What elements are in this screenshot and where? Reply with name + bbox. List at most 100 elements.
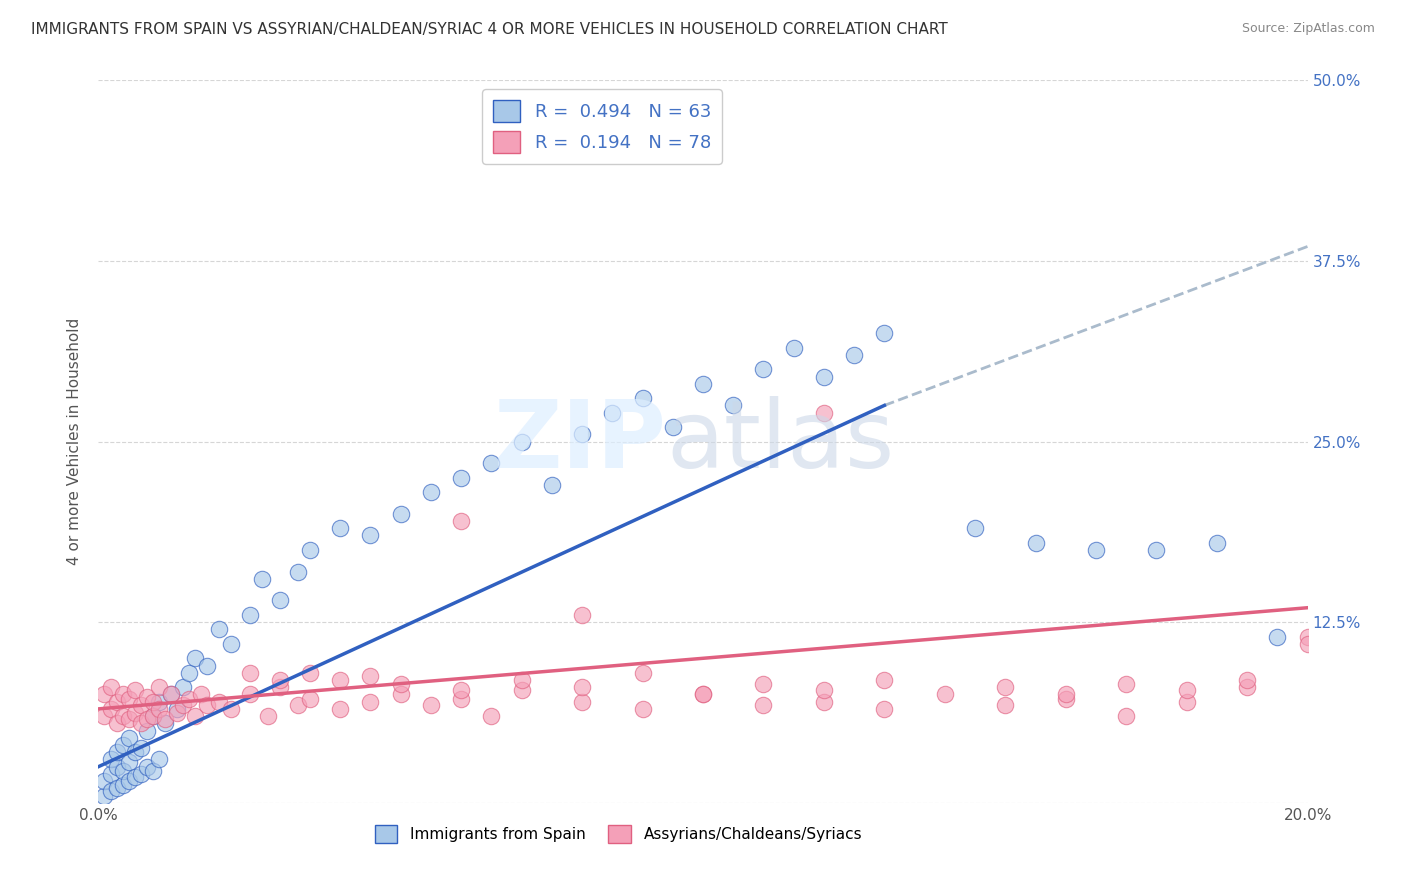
Text: IMMIGRANTS FROM SPAIN VS ASSYRIAN/CHALDEAN/SYRIAC 4 OR MORE VEHICLES IN HOUSEHOL: IMMIGRANTS FROM SPAIN VS ASSYRIAN/CHALDE… bbox=[31, 22, 948, 37]
Point bbox=[179, 691, 201, 706]
Point bbox=[510, 673, 533, 687]
Point bbox=[105, 695, 128, 709]
Point bbox=[873, 673, 896, 687]
Point bbox=[118, 712, 141, 726]
Point bbox=[172, 698, 194, 712]
Point bbox=[179, 665, 201, 680]
Point bbox=[239, 607, 262, 622]
Point bbox=[195, 698, 218, 712]
Point bbox=[129, 767, 152, 781]
Point bbox=[450, 514, 472, 528]
Point bbox=[111, 709, 134, 723]
Point bbox=[661, 420, 683, 434]
Point bbox=[287, 565, 309, 579]
Point bbox=[93, 709, 115, 723]
Point bbox=[752, 362, 775, 376]
Point bbox=[142, 709, 165, 723]
Point bbox=[142, 709, 165, 723]
Point bbox=[135, 690, 157, 705]
Point bbox=[269, 680, 291, 694]
Point bbox=[571, 695, 593, 709]
Y-axis label: 4 or more Vehicles in Household: 4 or more Vehicles in Household bbox=[67, 318, 83, 566]
Point bbox=[1296, 630, 1319, 644]
Point bbox=[208, 623, 231, 637]
Point bbox=[450, 470, 472, 484]
Point bbox=[602, 406, 624, 420]
Point bbox=[93, 687, 115, 701]
Point bbox=[166, 706, 188, 721]
Point bbox=[135, 723, 157, 738]
Point bbox=[692, 687, 714, 701]
Point bbox=[389, 507, 412, 521]
Point bbox=[752, 698, 775, 712]
Point bbox=[118, 774, 141, 789]
Point bbox=[783, 341, 806, 355]
Point bbox=[105, 745, 128, 759]
Point bbox=[153, 716, 176, 731]
Point bbox=[166, 702, 188, 716]
Point bbox=[148, 680, 170, 694]
Point bbox=[221, 702, 243, 716]
Point bbox=[148, 695, 170, 709]
Point bbox=[148, 702, 170, 716]
Point bbox=[571, 607, 593, 622]
Point bbox=[1085, 542, 1108, 557]
Point bbox=[142, 764, 165, 778]
Point bbox=[153, 712, 176, 726]
Point bbox=[994, 680, 1017, 694]
Point bbox=[360, 695, 382, 709]
Point bbox=[934, 687, 956, 701]
Point bbox=[172, 680, 194, 694]
Point bbox=[1054, 691, 1077, 706]
Point bbox=[631, 665, 654, 680]
Point bbox=[111, 764, 134, 778]
Point bbox=[723, 398, 745, 412]
Point bbox=[389, 687, 412, 701]
Point bbox=[221, 637, 243, 651]
Point bbox=[142, 695, 165, 709]
Text: atlas: atlas bbox=[666, 395, 896, 488]
Point bbox=[420, 485, 443, 500]
Point bbox=[299, 542, 322, 557]
Point bbox=[1206, 535, 1229, 549]
Point bbox=[239, 687, 262, 701]
Point bbox=[129, 716, 152, 731]
Point bbox=[329, 673, 352, 687]
Point bbox=[360, 668, 382, 682]
Point bbox=[111, 738, 134, 752]
Point bbox=[481, 709, 503, 723]
Point bbox=[481, 456, 503, 470]
Legend: Immigrants from Spain, Assyrians/Chaldeans/Syriacs: Immigrants from Spain, Assyrians/Chaldea… bbox=[368, 819, 869, 849]
Point bbox=[510, 683, 533, 698]
Point bbox=[1115, 677, 1137, 691]
Point bbox=[1054, 687, 1077, 701]
Point bbox=[239, 665, 262, 680]
Point bbox=[129, 698, 152, 712]
Point bbox=[160, 687, 183, 701]
Point bbox=[752, 677, 775, 691]
Point bbox=[450, 683, 472, 698]
Point bbox=[965, 521, 987, 535]
Point bbox=[135, 760, 157, 774]
Text: Source: ZipAtlas.com: Source: ZipAtlas.com bbox=[1241, 22, 1375, 36]
Point bbox=[287, 698, 309, 712]
Point bbox=[269, 593, 291, 607]
Point bbox=[111, 687, 134, 701]
Point bbox=[450, 691, 472, 706]
Point bbox=[692, 376, 714, 391]
Point bbox=[208, 695, 231, 709]
Point bbox=[873, 702, 896, 716]
Point bbox=[105, 781, 128, 796]
Point bbox=[250, 572, 273, 586]
Point bbox=[1144, 542, 1167, 557]
Point bbox=[631, 702, 654, 716]
Point bbox=[105, 760, 128, 774]
Point bbox=[540, 478, 562, 492]
Point bbox=[389, 677, 412, 691]
Point bbox=[135, 712, 157, 726]
Point bbox=[118, 731, 141, 745]
Point bbox=[1296, 637, 1319, 651]
Point bbox=[994, 698, 1017, 712]
Point bbox=[100, 680, 122, 694]
Point bbox=[184, 651, 207, 665]
